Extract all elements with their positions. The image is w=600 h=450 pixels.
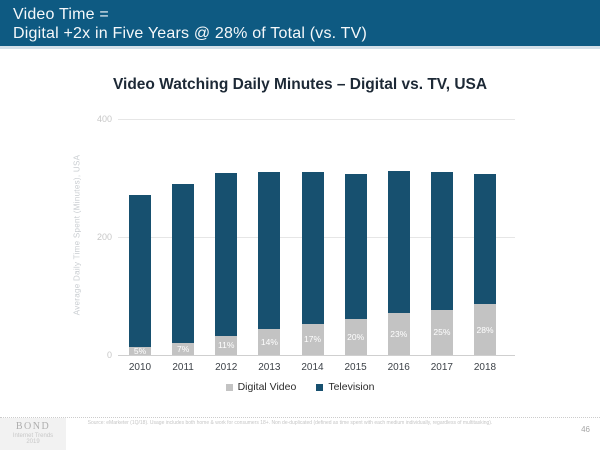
bar-segment-television: [129, 194, 151, 347]
x-tick-label: 2016: [387, 362, 410, 373]
x-tick-label: 2013: [258, 362, 281, 373]
y-tick-label: 400: [96, 114, 112, 124]
bar-segment-television: [172, 184, 195, 343]
bar-segment-television: [474, 173, 496, 305]
bar-segment-television: [387, 170, 410, 313]
slide-header-banner: Video Time = Digital +2x in Five Years @…: [0, 0, 600, 46]
y-tick-label: 0: [106, 350, 112, 360]
digital-share-label: 23%: [390, 328, 408, 339]
legend-item-television: Television: [316, 381, 374, 393]
bond-logo-wordmark: BOND: [15, 421, 51, 432]
digital-share-label: 14%: [260, 337, 278, 347]
bar-segment-digital-video: [129, 346, 151, 355]
digital-share-label: 5%: [133, 346, 147, 355]
bar-segment-television: [430, 172, 453, 310]
x-tick-label: 2012: [215, 362, 238, 373]
chart-legend: Digital Video Television: [0, 381, 600, 393]
x-tick-label: 2010: [128, 362, 152, 373]
legend-item-digital-video: Digital Video: [225, 381, 297, 393]
bond-logo-subtitle: Internet Trends: [12, 433, 54, 439]
bar-segment-digital-video: [172, 342, 195, 355]
bar-segment-television: [215, 173, 238, 336]
legend-label-digital-video: Digital Video: [237, 381, 297, 393]
gridline: [118, 119, 515, 120]
header-title-line2: Digital +2x in Five Years @ 28% of Total…: [13, 25, 368, 42]
bar-segment-digital-video: [474, 304, 496, 355]
digital-share-label: 7%: [176, 343, 190, 354]
x-tick-label: 2018: [473, 362, 497, 373]
bar-segment-digital-video: [344, 319, 367, 355]
bar-segment-digital-video: [301, 323, 324, 355]
bar-segment-television: [344, 173, 367, 319]
bar-segment-digital-video: [258, 329, 281, 355]
digital-share-label: 11%: [218, 340, 235, 351]
x-tick-label: 2017: [430, 362, 453, 373]
x-tick-label: 2015: [344, 362, 367, 373]
page-number: 46: [581, 425, 590, 434]
digital-share-label: 28%: [476, 324, 494, 335]
bond-logo-year: 2019: [26, 439, 40, 445]
source-note: Source: eMarketer (1Q/18). Usage include…: [87, 420, 493, 426]
footer-divider: [0, 417, 600, 418]
x-tick-label: 2014: [301, 362, 324, 373]
television-swatch-icon: [316, 383, 324, 391]
chart-title: Video Watching Daily Minutes – Digital v…: [112, 76, 488, 93]
bar-segment-digital-video: [387, 312, 410, 355]
header-title-line1: Video Time =: [13, 6, 109, 23]
digital-share-label: 17%: [303, 334, 321, 345]
bar-segment-digital-video: [215, 335, 238, 355]
digital-video-swatch-icon: [225, 383, 233, 391]
bond-logo: BOND Internet Trends 2019: [0, 418, 66, 450]
bar-segment-television: [258, 171, 281, 330]
y-tick-label: 200: [96, 232, 112, 242]
y-axis-label: Average Daily Time Spent (Minutes), USA: [72, 154, 82, 316]
legend-label-television: Television: [328, 381, 375, 393]
bar-segment-digital-video: [430, 309, 453, 355]
x-tick-label: 2011: [172, 362, 194, 373]
bar-segment-television: [301, 172, 324, 324]
header-divider: [0, 46, 600, 49]
x-axis-baseline: [118, 355, 515, 356]
digital-share-label: 25%: [433, 327, 451, 338]
digital-share-label: 20%: [347, 331, 365, 342]
